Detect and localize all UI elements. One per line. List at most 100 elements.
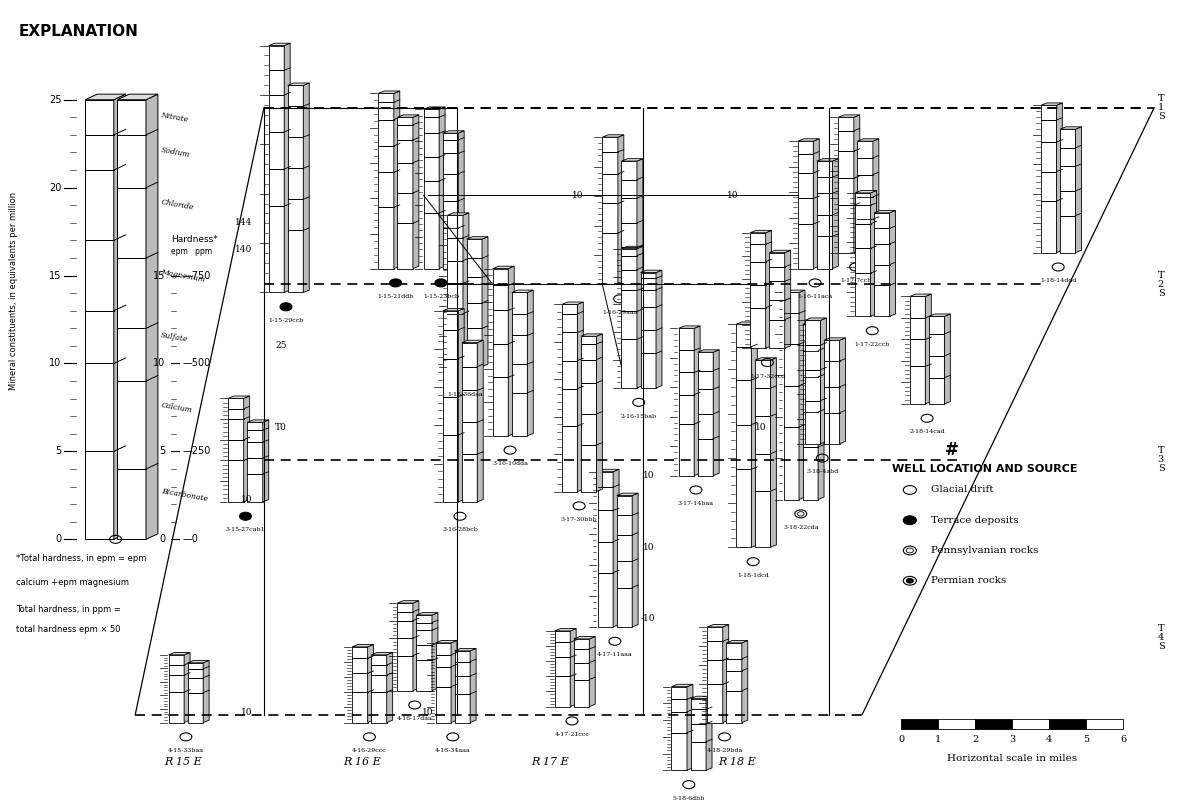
Polygon shape	[493, 344, 509, 377]
Polygon shape	[736, 425, 751, 469]
Polygon shape	[641, 278, 656, 290]
Polygon shape	[679, 328, 694, 351]
Polygon shape	[602, 203, 618, 233]
Polygon shape	[562, 360, 577, 388]
Polygon shape	[755, 388, 770, 416]
Polygon shape	[458, 309, 464, 502]
Polygon shape	[436, 687, 451, 722]
Polygon shape	[856, 206, 870, 224]
Text: 3-15-27cab1: 3-15-27cab1	[226, 527, 265, 533]
Polygon shape	[857, 158, 872, 175]
Polygon shape	[817, 159, 839, 161]
Polygon shape	[622, 256, 637, 269]
Polygon shape	[857, 141, 872, 158]
Polygon shape	[228, 460, 244, 502]
Polygon shape	[697, 350, 719, 352]
Polygon shape	[598, 572, 613, 627]
Polygon shape	[697, 371, 713, 389]
Polygon shape	[641, 270, 662, 272]
Polygon shape	[602, 135, 624, 137]
Polygon shape	[818, 322, 824, 500]
Polygon shape	[736, 380, 751, 425]
Polygon shape	[641, 353, 656, 388]
Polygon shape	[478, 340, 484, 502]
Polygon shape	[378, 172, 394, 207]
Polygon shape	[929, 378, 944, 404]
Polygon shape	[874, 285, 889, 316]
Polygon shape	[617, 535, 632, 561]
Polygon shape	[755, 358, 776, 360]
Polygon shape	[632, 493, 638, 627]
Text: total hardness epm × 50: total hardness epm × 50	[16, 625, 120, 634]
Text: Bicarbonate: Bicarbonate	[161, 488, 208, 504]
Polygon shape	[622, 180, 637, 198]
Polygon shape	[288, 83, 310, 85]
Text: 10: 10	[49, 359, 61, 368]
Polygon shape	[910, 318, 925, 339]
Polygon shape	[424, 213, 439, 268]
Polygon shape	[397, 125, 413, 140]
Polygon shape	[443, 435, 458, 502]
Polygon shape	[690, 696, 712, 699]
Polygon shape	[554, 676, 570, 707]
Polygon shape	[697, 389, 713, 414]
Text: —250: —250	[182, 447, 211, 456]
Polygon shape	[397, 621, 413, 638]
Text: Nitrate: Nitrate	[161, 111, 190, 123]
Text: —0: —0	[182, 534, 199, 544]
Polygon shape	[857, 175, 872, 197]
Polygon shape	[874, 264, 889, 285]
Polygon shape	[187, 678, 203, 692]
Polygon shape	[622, 290, 637, 311]
Polygon shape	[413, 600, 419, 691]
Polygon shape	[679, 372, 694, 395]
Polygon shape	[85, 364, 114, 451]
Text: 2-18-14cad: 2-18-14cad	[910, 430, 944, 434]
Polygon shape	[439, 107, 445, 268]
Polygon shape	[574, 637, 595, 639]
Polygon shape	[944, 314, 950, 404]
Polygon shape	[118, 328, 146, 381]
Polygon shape	[187, 669, 203, 678]
Polygon shape	[169, 692, 184, 722]
Polygon shape	[509, 266, 514, 436]
Polygon shape	[416, 613, 438, 615]
Polygon shape	[1060, 191, 1075, 216]
Polygon shape	[574, 639, 589, 649]
Polygon shape	[85, 94, 126, 100]
Polygon shape	[443, 153, 458, 174]
Polygon shape	[443, 359, 458, 397]
Polygon shape	[397, 117, 413, 125]
Text: Mineral constituents, in equivalents per million: Mineral constituents, in equivalents per…	[10, 192, 18, 390]
Polygon shape	[857, 219, 872, 252]
Text: R 17 E: R 17 E	[532, 757, 569, 767]
Text: EXPLANATION: EXPLANATION	[18, 24, 138, 39]
Polygon shape	[448, 260, 463, 283]
Polygon shape	[803, 447, 818, 500]
Polygon shape	[784, 314, 799, 344]
Polygon shape	[288, 106, 304, 137]
Polygon shape	[512, 393, 527, 436]
Polygon shape	[856, 193, 870, 206]
Circle shape	[390, 279, 402, 287]
Polygon shape	[562, 333, 577, 360]
Text: Horizontal scale in miles: Horizontal scale in miles	[947, 754, 1078, 763]
Polygon shape	[416, 660, 432, 691]
Text: 5: 5	[55, 447, 61, 456]
Polygon shape	[755, 416, 770, 454]
Text: 6: 6	[1120, 735, 1127, 744]
Polygon shape	[443, 330, 458, 359]
Polygon shape	[839, 178, 854, 206]
Polygon shape	[672, 700, 686, 712]
Polygon shape	[562, 305, 577, 314]
Polygon shape	[462, 454, 478, 502]
Polygon shape	[821, 318, 827, 444]
Polygon shape	[857, 197, 872, 219]
Polygon shape	[697, 352, 713, 371]
Text: 15: 15	[152, 271, 166, 280]
Polygon shape	[570, 629, 576, 707]
Circle shape	[904, 516, 917, 525]
Polygon shape	[622, 247, 643, 249]
Polygon shape	[397, 115, 419, 117]
Polygon shape	[805, 320, 821, 345]
